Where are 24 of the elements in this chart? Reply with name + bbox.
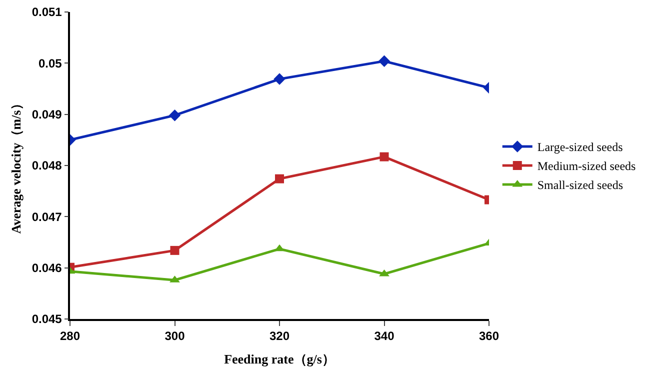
point	[168, 110, 181, 122]
y-tick-label: 0.045	[32, 312, 62, 326]
x-axis-title: Feeding rate（g/s）	[224, 351, 335, 366]
legend-label: Large-sized seeds	[537, 140, 624, 154]
point	[378, 55, 390, 67]
point	[379, 269, 390, 276]
x-tick-label: 360	[478, 329, 500, 344]
point	[275, 174, 284, 184]
y-tick-label: 0.049	[32, 108, 62, 122]
y-tick-label: 0.05	[38, 56, 62, 70]
legend-label: Medium-sized seeds	[537, 159, 636, 174]
y-tick-label: 0.047	[32, 210, 62, 224]
y-tick-label: 0.048	[32, 158, 62, 173]
x-tick-label: 300	[164, 329, 186, 344]
legend-label: Small-sized seeds	[537, 178, 624, 192]
x-tick-label: 320	[269, 329, 290, 344]
x-tick-label: 280	[60, 329, 80, 344]
y-axis-title: Average velocity（m/s）	[8, 97, 24, 234]
y-tick-label: 0.051	[32, 5, 62, 20]
point	[170, 246, 180, 255]
point	[274, 73, 286, 85]
x-tick-label: 340	[374, 329, 395, 344]
y-tick-label: 0.046	[32, 261, 62, 276]
point	[380, 152, 389, 162]
